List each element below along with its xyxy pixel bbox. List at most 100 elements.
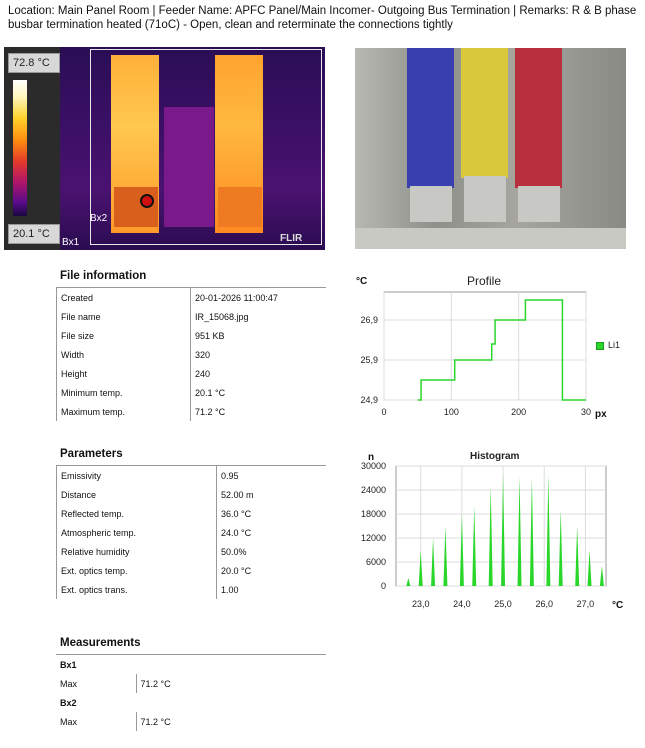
histogram-y-tick: 12000	[361, 533, 386, 543]
histogram-bar	[418, 550, 423, 586]
histogram-x-tick: 23,0	[412, 599, 430, 609]
parameter-value: 1.00	[216, 580, 326, 599]
histogram-x-tick: 24,0	[453, 599, 471, 609]
parameter-label: Distance	[56, 485, 217, 504]
measurement-label: Max	[60, 678, 78, 689]
measurements-title: Measurements	[60, 637, 141, 649]
file-info-title: File information	[60, 270, 147, 282]
thermal-clamp-left	[114, 187, 158, 227]
histogram-plot: 30000 24000 18000 12000 6000 0 23,0 24,0 25,0 26,…	[361, 461, 607, 609]
histogram-y-tick: 24000	[361, 485, 386, 495]
photo-clamp-red	[518, 186, 560, 222]
file-info-row: Height 240	[56, 364, 326, 383]
measurements-rule	[56, 654, 326, 655]
measurement-row: Max 71.2 °C	[56, 712, 326, 731]
thermal-image: 72.8 °C 20.1 °C Bx2 Bx1 FLIR	[4, 47, 325, 250]
scale-min-label: 20.1 °C	[8, 224, 60, 244]
file-info-value: 71.2 °C	[190, 402, 326, 421]
histogram-y-tick: 30000	[361, 461, 386, 471]
file-info-value: 20.1 °C	[190, 383, 326, 402]
profile-y-tick: 26,9	[360, 315, 378, 325]
histogram-bar	[472, 506, 477, 586]
file-info-value: IR_15068.jpg	[190, 307, 326, 326]
histogram-bar	[517, 476, 522, 586]
profile-x-unit: px	[595, 409, 607, 420]
file-info-row: Maximum temp. 71.2 °C	[56, 402, 326, 421]
parameter-label: Ext. optics temp.	[56, 561, 217, 580]
measurement-group-name: Bx1	[60, 659, 77, 670]
measurement-group-row: Bx2	[56, 693, 326, 712]
parameter-value: 52.00 m	[216, 485, 326, 504]
profile-frame	[383, 291, 587, 401]
thermal-middle-bus	[164, 107, 214, 227]
histogram-bar	[488, 486, 493, 586]
profile-title: Profile	[467, 274, 502, 288]
file-info-table: Created 20-01-2026 11:00:47 File name IR_15…	[56, 288, 326, 421]
file-info-row: File name IR_15068.jpg	[56, 307, 326, 326]
histogram-y-tick: 6000	[366, 557, 386, 567]
photo-clamp-blue	[410, 186, 452, 222]
parameter-label: Reflected temp.	[56, 504, 217, 523]
histogram-bar	[599, 566, 604, 586]
busbar-red	[515, 48, 562, 188]
parameter-value: 24.0 °C	[216, 523, 326, 542]
parameter-label: Atmospheric temp.	[56, 523, 217, 542]
parameter-row: Ext. optics temp. 20.0 °C	[56, 561, 326, 580]
histogram-y-tick: 0	[381, 581, 386, 591]
file-info-rule	[56, 287, 326, 288]
box2-label: Bx2	[90, 213, 108, 224]
hotspot-marker	[140, 194, 154, 208]
file-info-value: 320	[190, 345, 326, 364]
parameter-row: Ext. optics trans. 1.00	[56, 580, 326, 599]
file-info-label: File size	[56, 326, 191, 345]
file-info-label: Minimum temp.	[56, 383, 191, 402]
histogram-y-tick: 18000	[361, 509, 386, 519]
scale-max-label: 72.8 °C	[8, 53, 60, 73]
photo-clamp-yellow	[464, 176, 506, 222]
profile-x-tick: 30	[581, 407, 591, 417]
file-info-label: Maximum temp.	[56, 402, 191, 421]
parameter-row: Atmospheric temp. 24.0 °C	[56, 523, 326, 542]
box1-label: Bx1	[62, 237, 80, 248]
thermal-clamp-right	[218, 187, 262, 227]
profile-y-unit: °C	[356, 276, 368, 287]
profile-plot: 0 100 200 30 26,9 25,9 24,9	[360, 291, 591, 417]
histogram-bar	[558, 510, 563, 586]
measurement-group-name: Bx2	[60, 697, 77, 708]
histogram-bar	[459, 514, 464, 586]
file-info-row: Width 320	[56, 345, 326, 364]
histogram-bar	[546, 474, 551, 586]
parameters-title: Parameters	[60, 448, 123, 460]
histogram-frame	[395, 465, 607, 587]
parameter-row: Reflected temp. 36.0 °C	[56, 504, 326, 523]
parameter-value: 36.0 °C	[216, 504, 326, 523]
histogram-x-tick: 26,0	[535, 599, 553, 609]
profile-y-tick: 25,9	[360, 355, 378, 365]
visual-photo	[355, 48, 626, 249]
profile-series-line	[417, 299, 586, 401]
measurement-label: Max	[60, 716, 78, 727]
file-info-label: Created	[56, 288, 191, 307]
profile-x-tick: 0	[381, 407, 386, 417]
measurement-box-bx2[interactable]	[90, 49, 322, 245]
measurement-row: Max 71.2 °C	[56, 674, 326, 693]
profile-y-tick: 24,9	[360, 395, 378, 405]
flir-logo: FLIR	[280, 233, 303, 244]
profile-x-tick: 100	[444, 407, 459, 417]
file-info-value: 951 KB	[190, 326, 326, 345]
histogram-bar	[575, 526, 580, 586]
profile-legend-label: Li1	[608, 340, 621, 350]
parameter-value: 0.95	[216, 466, 326, 485]
file-info-row: Created 20-01-2026 11:00:47	[56, 288, 326, 307]
measurements-table: Bx1 Max 71.2 °C Bx2 Max 71.2 °C	[56, 655, 326, 731]
busbar-blue	[407, 48, 454, 188]
parameter-value: 20.0 °C	[216, 561, 326, 580]
profile-x-tick: 200	[511, 407, 526, 417]
parameter-row: Relative humidity 50.0%	[56, 542, 326, 561]
histogram-bar	[406, 578, 411, 586]
temperature-color-bar	[13, 80, 27, 216]
parameter-row: Distance 52.00 m	[56, 485, 326, 504]
file-info-row: Minimum temp. 20.1 °C	[56, 383, 326, 402]
profile-chart: °C Profile 0 100 200 30 26,9 25,9 24,9 Li1 px	[340, 268, 640, 428]
parameter-value: 50.0%	[216, 542, 326, 561]
